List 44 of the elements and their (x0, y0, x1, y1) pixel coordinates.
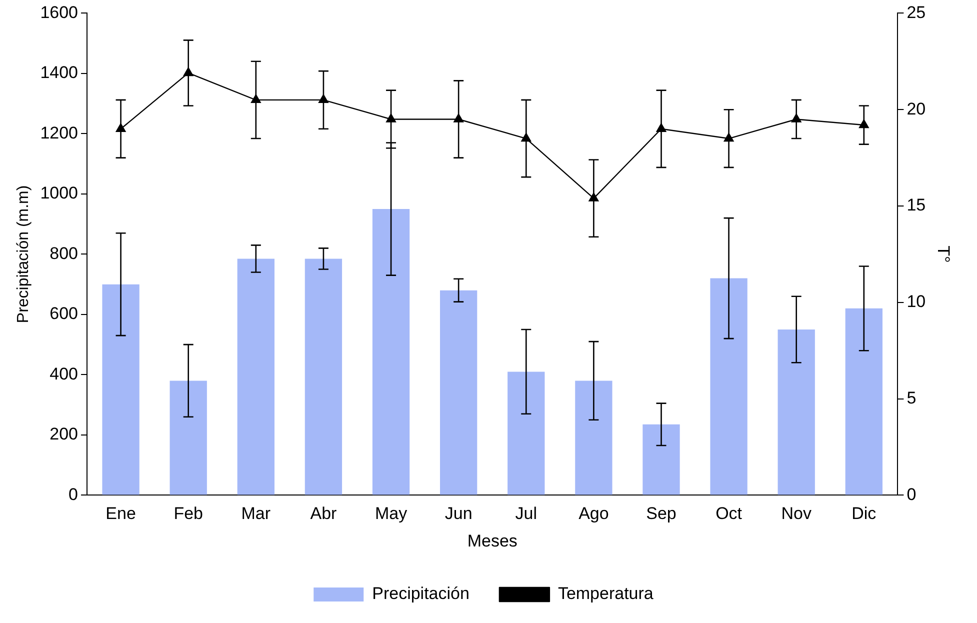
x-tick-label: Ene (106, 504, 136, 524)
bar (575, 380, 612, 495)
x-tick-label: Mar (241, 504, 271, 524)
y-tick-label: 0 (68, 484, 78, 504)
legend-label: Precipitación (372, 584, 470, 604)
x-tick-label: Jul (515, 504, 537, 524)
bar (642, 424, 680, 495)
bar (102, 284, 140, 495)
x-tick-label: Oct (716, 504, 742, 524)
legend-label: Temperatura (558, 584, 654, 604)
bar (710, 278, 748, 495)
x-tick-label: Ago (578, 504, 609, 524)
bar (372, 209, 410, 495)
y-tick-label: 600 (50, 304, 78, 324)
y2-tick-label: 10 (906, 292, 926, 312)
y-tick-label: 1600 (40, 2, 78, 22)
x-tick-label: Sep (646, 504, 676, 524)
y-tick-label: 200 (50, 424, 78, 444)
y-tick-label: 400 (50, 364, 78, 384)
x-axis-title: Meses (467, 531, 518, 550)
bar (237, 258, 274, 495)
bar (440, 290, 478, 495)
y-axis-title: Precipitación (m.m) (15, 185, 32, 324)
x-tick-label: Abr (310, 504, 338, 524)
y-tick-label: 1000 (40, 184, 78, 203)
y2-tick-label: 0 (906, 484, 916, 504)
y-tick-label: 800 (50, 244, 78, 263)
y2-tick-label: 25 (906, 2, 926, 22)
y2-tick-label: 5 (906, 388, 916, 408)
bar (508, 372, 545, 495)
y2-tick-label: 20 (906, 99, 926, 118)
bar (845, 308, 882, 495)
y2-tick-label: 15 (906, 196, 926, 215)
y-tick-label: 1200 (40, 123, 78, 142)
x-tick-label: Jun (444, 504, 472, 524)
bar (170, 380, 207, 495)
x-tick-label: Dic (852, 504, 877, 524)
y2-axis-title: T° (934, 246, 954, 263)
bar (778, 330, 815, 495)
x-tick-label: Feb (174, 504, 203, 524)
bar (304, 258, 342, 495)
x-tick-label: May (374, 504, 408, 524)
y-tick-label: 1400 (40, 63, 78, 82)
x-tick-label: Nov (781, 504, 812, 524)
